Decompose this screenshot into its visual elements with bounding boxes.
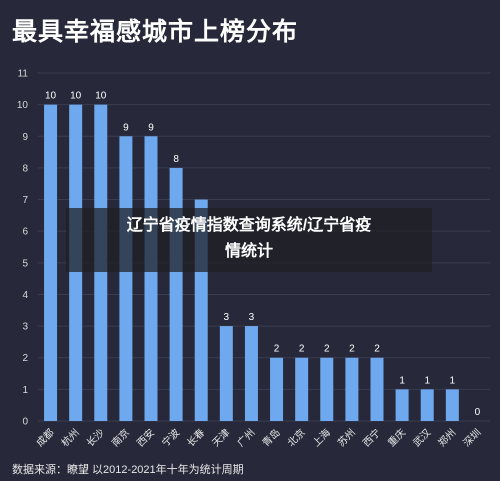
- x-tick-label-4: 西安: [134, 426, 157, 449]
- bar-14: [395, 389, 409, 421]
- y-tick-label: 3: [22, 322, 28, 333]
- x-tick-label-10: 北京: [284, 426, 307, 449]
- y-tick-label: 7: [22, 195, 28, 206]
- value-label-5: 8: [173, 154, 179, 165]
- bar-15: [420, 389, 434, 421]
- x-tick-label-5: 宁波: [159, 426, 182, 449]
- gridlines: [38, 72, 490, 422]
- x-tick-label-9: 青岛: [259, 426, 282, 449]
- bar-13: [370, 357, 384, 421]
- overlay-banner: 辽宁省疫情指数查询系统/辽宁省疫 情统计: [66, 208, 432, 272]
- overlay-line-2: 情统计: [224, 243, 273, 260]
- y-tick-label: 1: [22, 385, 28, 396]
- value-labels: 10 10 109 983 32 2 2 2 21 1 10: [45, 91, 481, 418]
- chart-title: 最具幸福感城市上榜分布: [12, 18, 299, 46]
- bar-0: [44, 104, 58, 422]
- value-label-7: 3: [224, 312, 230, 323]
- value-label-8: 3: [249, 312, 255, 323]
- x-tick-label-8: 广州: [235, 427, 258, 450]
- value-label-15: 1: [424, 375, 430, 386]
- bar-12: [345, 357, 359, 421]
- bar-3: [119, 136, 133, 422]
- x-tick-label-1: 杭州: [58, 426, 81, 449]
- value-label-3: 9: [123, 122, 129, 133]
- bar-8: [244, 326, 258, 421]
- bar-5: [169, 167, 183, 421]
- bar-4: [144, 136, 158, 422]
- x-tick-label-15: 武汉: [410, 426, 433, 449]
- value-label-12: 2: [349, 344, 355, 355]
- y-tick-label: 0: [22, 417, 28, 428]
- value-label-4: 9: [148, 122, 154, 133]
- y-tick-label: 2: [22, 353, 28, 364]
- y-tick-label: 8: [22, 163, 28, 174]
- value-label-11: 2: [324, 344, 330, 355]
- x-tick-label-3: 南京: [109, 426, 132, 449]
- value-label-1: 10: [70, 91, 82, 102]
- overlay-line-1: 辽宁省疫情指数查询系统/辽宁省疫: [126, 217, 372, 234]
- y-axis-ticks: 0 1 2 3 4 5 6 7 8 9 10 11: [17, 69, 29, 428]
- x-axis-labels: 成都 杭州 长沙 南京 西安 宁波 长春 天津 广州 青岛 北京 上海 苏州 西宁 重庆 武汉 郑州 深圳: [34, 426, 484, 449]
- value-label-14: 1: [399, 375, 405, 386]
- bar-16: [445, 389, 459, 421]
- x-tick-label-6: 长春: [185, 427, 208, 450]
- bar-11: [320, 357, 334, 421]
- bar-7: [219, 326, 233, 421]
- x-tick-label-7: 天津: [210, 427, 233, 450]
- x-tick-label-0: 成都: [34, 427, 57, 450]
- bar-10: [295, 357, 309, 421]
- value-label-16: 1: [450, 375, 456, 386]
- y-tick-label: 4: [22, 290, 28, 301]
- y-tick-label: 6: [22, 227, 28, 238]
- value-label-17: 0: [475, 407, 481, 418]
- value-label-9: 2: [274, 344, 280, 355]
- x-tick-label-16: 郑州: [435, 426, 458, 449]
- y-tick-label: 10: [17, 100, 29, 111]
- bars: [44, 104, 459, 422]
- x-tick-label-12: 苏州: [335, 426, 358, 449]
- y-tick-label: 11: [18, 69, 29, 80]
- y-tick-label: 5: [22, 258, 28, 269]
- x-tick-label-17: 深圳: [461, 427, 484, 450]
- value-label-0: 10: [45, 91, 57, 102]
- value-label-13: 2: [374, 344, 380, 355]
- bar-9: [270, 357, 284, 421]
- x-tick-label-11: 上海: [310, 426, 333, 449]
- y-tick-label: 9: [22, 132, 28, 143]
- value-label-2: 10: [95, 91, 107, 102]
- source-note: 数据来源：瞭望 以2012-2021年十年为统计周期: [12, 464, 244, 476]
- x-tick-label-13: 西宁: [360, 426, 383, 449]
- x-tick-label-2: 长沙: [84, 427, 107, 450]
- x-tick-label-14: 重庆: [385, 426, 408, 449]
- value-label-10: 2: [299, 344, 305, 355]
